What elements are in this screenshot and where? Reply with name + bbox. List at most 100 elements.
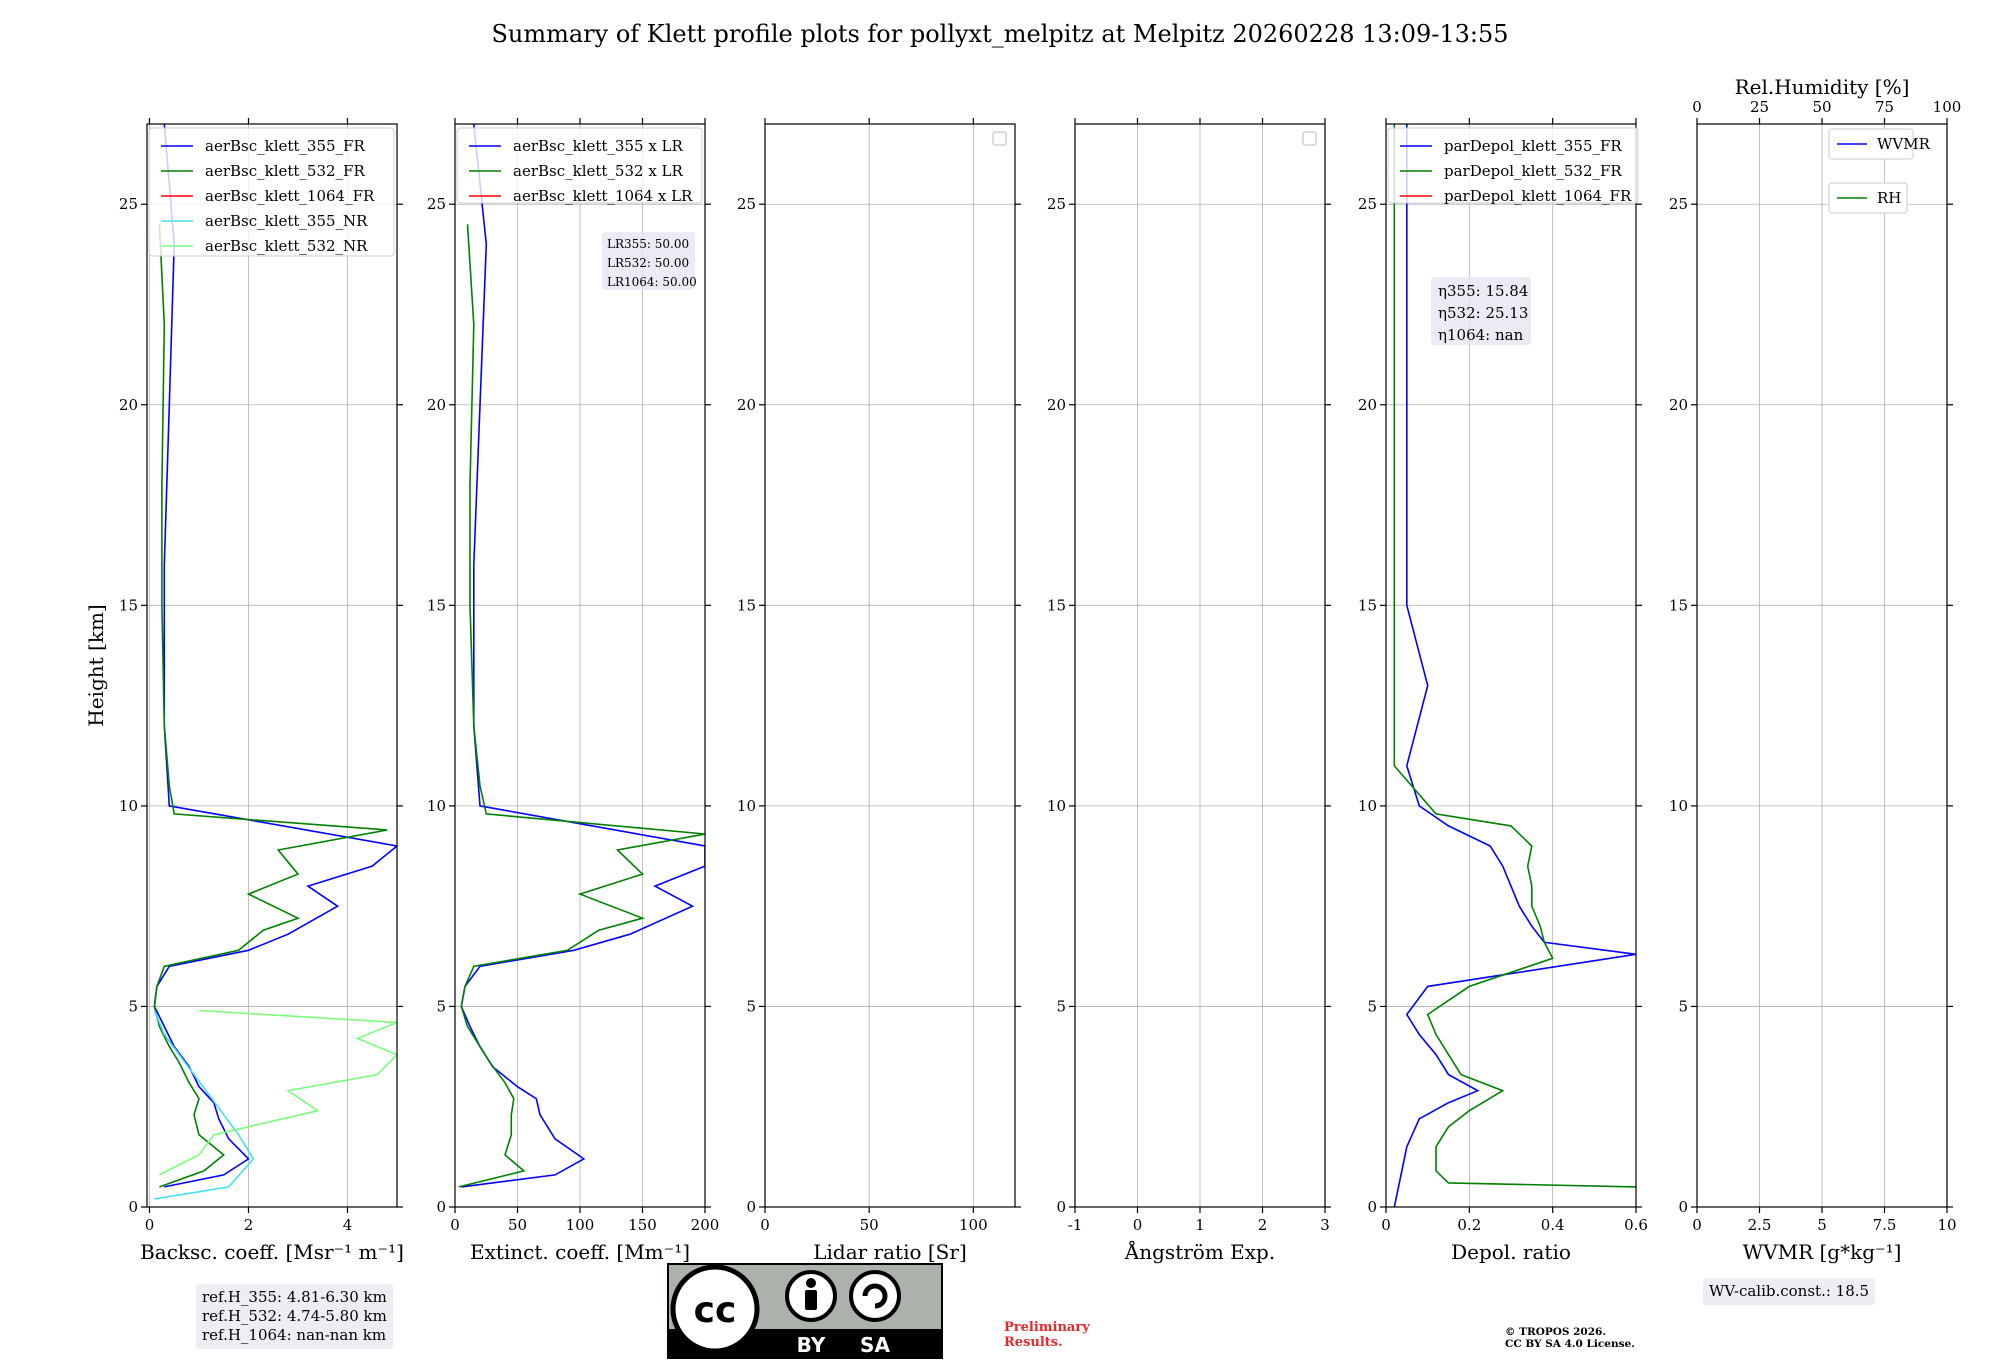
preliminary-notice: Preliminary Results. [1004,1320,1090,1350]
x-tick-label: 0 [145,1216,155,1234]
x-tick-label: 0 [1133,1216,1143,1234]
legend: aerBsc_klett_355 x LR aerBsc_klett_532 x … [456,127,703,205]
y-tick-label: 15 [1047,596,1066,614]
cc-icon [670,1264,760,1354]
preliminary-line-2: Results. [1004,1335,1063,1350]
sa-icon [849,1270,901,1322]
annotation-box: LR355: 50.00 LR532: 50.00 LR1064: 50.00 [602,232,697,290]
legend-frame [456,127,703,204]
legend-label: aerBsc_klett_532 x LR [513,162,684,180]
y-tick-label: 20 [1047,396,1066,414]
x-axis-label: Backsc. coeff. [Msr⁻¹ m⁻¹] [140,1240,404,1264]
sa-arrow [862,1283,888,1309]
series-group [458,124,705,1188]
x-axis-label: Depol. ratio [1451,1240,1571,1264]
x-tick-label: 1 [1195,1216,1205,1234]
panel-lidar_ratio: 0 50 100 0 5 10 15 20 25 Lidar ratio [Sr] [737,118,1021,1264]
y-tick-label: 15 [427,596,446,614]
x-tick-label: 10 [1937,1216,1956,1234]
legend-label: RH [1877,189,1901,207]
top-tick-label: 25 [1750,98,1769,116]
preliminary-line-1: Preliminary [1004,1320,1090,1335]
ref-h-532: ref.H_532: 4.74-5.80 km [202,1307,387,1325]
annotation-text: LR355: 50.00 [607,237,689,251]
series-group [1393,124,1636,1207]
legend-label: parDepol_klett_532_FR [1444,162,1622,180]
legend-frame [1828,128,1914,160]
legend-label: aerBsc_klett_355 x LR [513,137,684,155]
series-group [153,124,397,1200]
panel-depol: 0 0.2 0.4 0.6 0 5 10 15 20 25 Depol. ratio parDepol… [1358,118,1648,1264]
by-body [805,1290,817,1310]
copyright-line-1: © TROPOS 2026. [1505,1326,1607,1338]
y-tick-label: 0 [1056,1198,1066,1216]
y-tick-label: 5 [746,997,756,1015]
chart-title: Summary of Klett profile plots for polly… [491,20,1509,48]
legend: WVMR RH [1828,128,1931,214]
x-tick-label: 4 [343,1216,353,1234]
x-axis-label: Ångström Exp. [1124,1239,1275,1264]
y-tick-label: 5 [1678,997,1688,1015]
x-tick-label: 0.2 [1457,1216,1481,1234]
by-head [806,1278,816,1288]
x-tick-label: 0 [1692,1216,1702,1234]
y-tick-label: 0 [1367,1198,1377,1216]
legend-label: parDepol_klett_1064_FR [1444,187,1632,205]
legend-label: aerBsc_klett_1064 x LR [513,187,693,205]
legend-label: aerBsc_klett_532_NR [205,237,368,255]
top-axis-label: Rel.Humidity [%] [1735,75,1910,99]
x-axis-label: Extinct. coeff. [Mm⁻¹] [470,1240,690,1264]
legend-label: aerBsc_klett_355_FR [205,137,365,155]
legend-frame [148,127,395,257]
x-tick-label: 7.5 [1873,1216,1897,1234]
x-tick-label: 0.4 [1541,1216,1565,1234]
x-tick-label: 150 [628,1216,657,1234]
y-tick-label: 5 [128,997,138,1015]
top-tick-label: 75 [1875,98,1894,116]
x-tick-label: 50 [860,1216,879,1234]
empty-legend [992,131,1007,146]
y-tick-label: 10 [427,797,446,815]
y-tick-label: 10 [1047,797,1066,815]
y-tick-label: 10 [119,797,138,815]
legend-label: parDepol_klett_355_FR [1444,137,1622,155]
x-tick-label: 100 [566,1216,595,1234]
x-tick-label: 2 [244,1216,254,1234]
y-axis-label: Height [km] [84,604,108,726]
series-line-aerBsc_klett_355_NR [153,1010,255,1200]
annotation-box: η355: 15.84 η532: 25.13 η1064: nan [1431,277,1531,345]
sa-label: SA [860,1333,890,1357]
annotation-text: η532: 25.13 [1438,304,1528,322]
series-line-aerBsc_klett_532_FR [153,224,388,1188]
empty-legend [1302,131,1317,146]
legend: aerBsc_klett_355_FR aerBsc_klett_532_FRae… [148,127,395,257]
y-tick-label: 15 [119,596,138,614]
legend: parDepol_klett_355_FR parDepol_klett_532_… [1387,127,1639,205]
y-tick-label: 5 [436,997,446,1015]
y-tick-label: 20 [119,396,138,414]
y-tick-label: 25 [1047,195,1066,213]
y-tick-label: 25 [1358,195,1377,213]
y-tick-label: 25 [119,195,138,213]
x-tick-label: 50 [508,1216,527,1234]
x-axis-label: Lidar ratio [Sr] [813,1240,967,1264]
x-tick-label: 100 [959,1216,988,1234]
series-line-aerBsc_klett_532_NR [159,1009,397,1176]
y-tick-label: 10 [1358,797,1377,815]
axes-frame [764,123,1016,1208]
panel-extinction: 0 50 100 150 200 0 5 10 15 20 25 Extinct. coeff. [M… [427,118,719,1264]
reference-height-box: ref.H_355: 4.81-6.30 km ref.H_532: 4.74-… [196,1284,393,1349]
y-tick-label: 15 [1669,596,1688,614]
axes-frame [146,123,398,1208]
y-tick-label: 5 [1056,997,1066,1015]
y-tick-label: 20 [1669,396,1688,414]
y-tick-label: 10 [737,797,756,815]
series-line-aerBsc_klett_355_FR [153,124,397,1188]
wv-calib-box: WV-calib.const.: 18.5 [1703,1278,1876,1305]
annotation-text: LR532: 50.00 [607,256,689,270]
y-tick-label: 15 [737,596,756,614]
top-tick-label: 100 [1933,98,1962,116]
series-line-parDepol_klett_532_FR [1393,124,1636,1188]
